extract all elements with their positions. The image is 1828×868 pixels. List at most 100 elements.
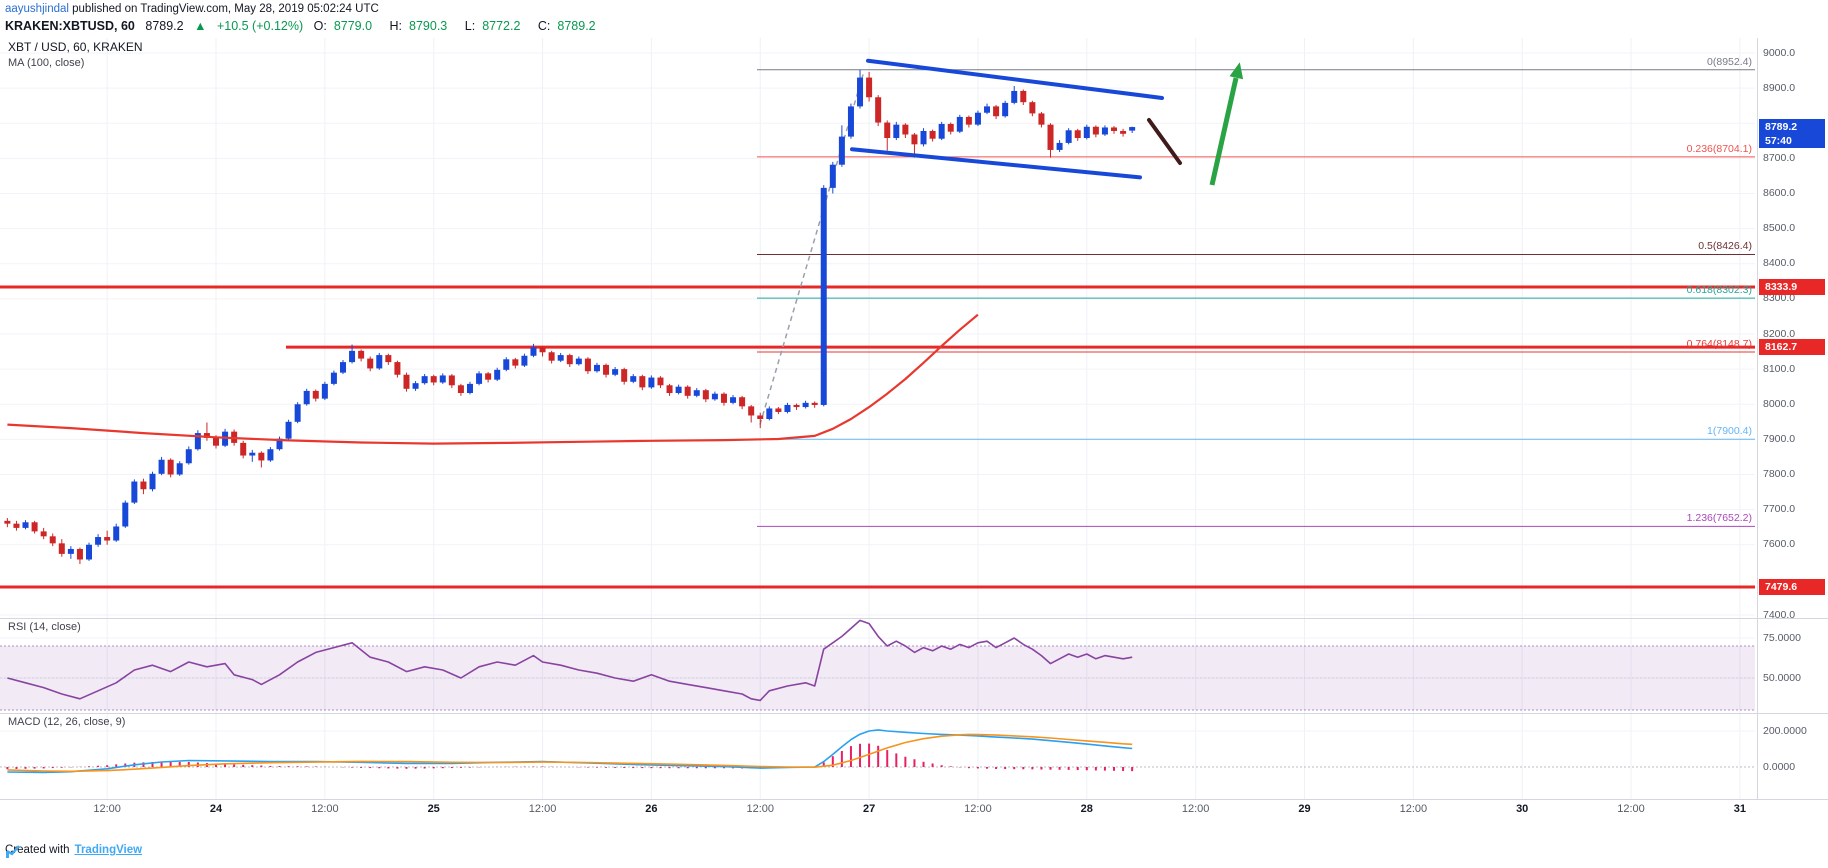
candle-body: [612, 369, 619, 375]
ohlc-close: C: 8789.2: [537, 19, 596, 33]
candle-body: [86, 544, 93, 560]
candle-body: [548, 352, 555, 361]
candle-body: [185, 449, 192, 464]
candle-body: [820, 187, 827, 405]
candle-body: [621, 369, 628, 382]
candle-body: [1065, 130, 1072, 143]
candle-body: [1083, 126, 1090, 139]
rsi-legend: RSI (14, close): [8, 621, 81, 633]
candle-body: [884, 122, 891, 139]
candle-body: [176, 463, 183, 475]
author-link[interactable]: aayushjindal: [5, 3, 69, 15]
candle-body: [648, 377, 655, 388]
candle-body: [593, 364, 600, 372]
candle-body: [775, 408, 782, 412]
candle-body: [113, 526, 120, 541]
candle-body: [630, 376, 637, 382]
candle-body: [58, 543, 65, 554]
candle-body: [466, 383, 473, 394]
candle-body: [639, 376, 646, 388]
candle-body: [503, 359, 510, 370]
candle-body: [457, 385, 464, 394]
ma-legend: MA (100, close): [8, 57, 85, 69]
candle-body: [575, 358, 582, 365]
candle-body: [321, 383, 328, 399]
candle-body: [666, 385, 673, 394]
candle-body: [349, 350, 356, 363]
candle-body: [476, 373, 483, 384]
candle-body: [693, 390, 700, 396]
candle-body: [920, 130, 927, 145]
candle-body: [40, 531, 47, 537]
candle-body: [376, 355, 383, 369]
candle-body: [748, 406, 755, 416]
candle-body: [67, 548, 74, 554]
candle-body: [285, 421, 292, 439]
candle-body: [938, 123, 945, 139]
footer: Created with TradingView: [5, 844, 143, 858]
candle-body: [993, 106, 1000, 117]
up-arrow: [1209, 77, 1239, 186]
candle-body: [584, 358, 591, 372]
candle-body: [13, 523, 20, 528]
candle-body: [1074, 130, 1081, 139]
candle-body: [521, 355, 528, 366]
candle-body: [902, 124, 909, 135]
ohlc-high: H: 8790.3: [389, 19, 448, 33]
candle-body: [657, 377, 664, 386]
candle-body: [131, 481, 138, 503]
candle-body: [385, 355, 392, 363]
candle-body: [512, 359, 519, 366]
candle-body: [203, 433, 210, 438]
candle-body: [911, 134, 918, 145]
candle-body: [4, 520, 11, 524]
candle-body: [965, 116, 972, 125]
candle-body: [158, 459, 165, 474]
candle-body: [675, 386, 682, 394]
change-arrow-icon: ▲: [194, 19, 207, 33]
candle-body: [866, 77, 873, 98]
candle-body: [974, 112, 981, 125]
candle-body: [929, 130, 936, 139]
ma-line: [7, 313, 979, 445]
candle-body: [1047, 124, 1054, 150]
candle-body: [838, 136, 845, 165]
price-change: +10.5 (+0.12%): [216, 19, 304, 33]
candle-body: [539, 347, 546, 353]
channel-trendline: [850, 147, 1142, 180]
created-with-text: Created with: [5, 844, 70, 856]
candle-body: [403, 374, 410, 389]
candle-body: [330, 372, 337, 384]
candle-body: [730, 397, 737, 403]
candle-body: [1101, 127, 1108, 135]
ohlc-low: L: 8772.2: [464, 19, 521, 33]
candle-body: [194, 433, 201, 450]
candle-body: [104, 537, 111, 541]
candle-body: [893, 124, 900, 139]
candle-body: [684, 386, 691, 396]
rsi-line: [7, 619, 1133, 702]
candle-body: [367, 358, 374, 369]
candle-body: [557, 355, 564, 361]
macd-signal-line: [7, 733, 1133, 773]
candle-body: [303, 390, 310, 405]
candle-body: [1011, 90, 1018, 103]
symbol-name: KRAKEN:XBTUSD, 60: [5, 19, 135, 33]
candle-body: [212, 437, 219, 446]
candle-body: [485, 373, 492, 380]
candle-body: [947, 123, 954, 132]
annotation-stroke: [1147, 118, 1182, 165]
candle-body: [1002, 102, 1009, 117]
tradingview-link[interactable]: TradingView: [74, 844, 143, 856]
candle-body: [984, 106, 991, 113]
candle-body: [603, 364, 610, 375]
candle-body: [720, 393, 727, 403]
candle-body: [267, 449, 274, 461]
candle-body: [847, 106, 854, 137]
candle-body: [766, 408, 773, 420]
macd-legend: MACD (12, 26, close, 9): [8, 716, 126, 728]
publish-header: aayushjindal published on TradingView.co…: [5, 3, 379, 15]
candle-body: [339, 362, 346, 373]
